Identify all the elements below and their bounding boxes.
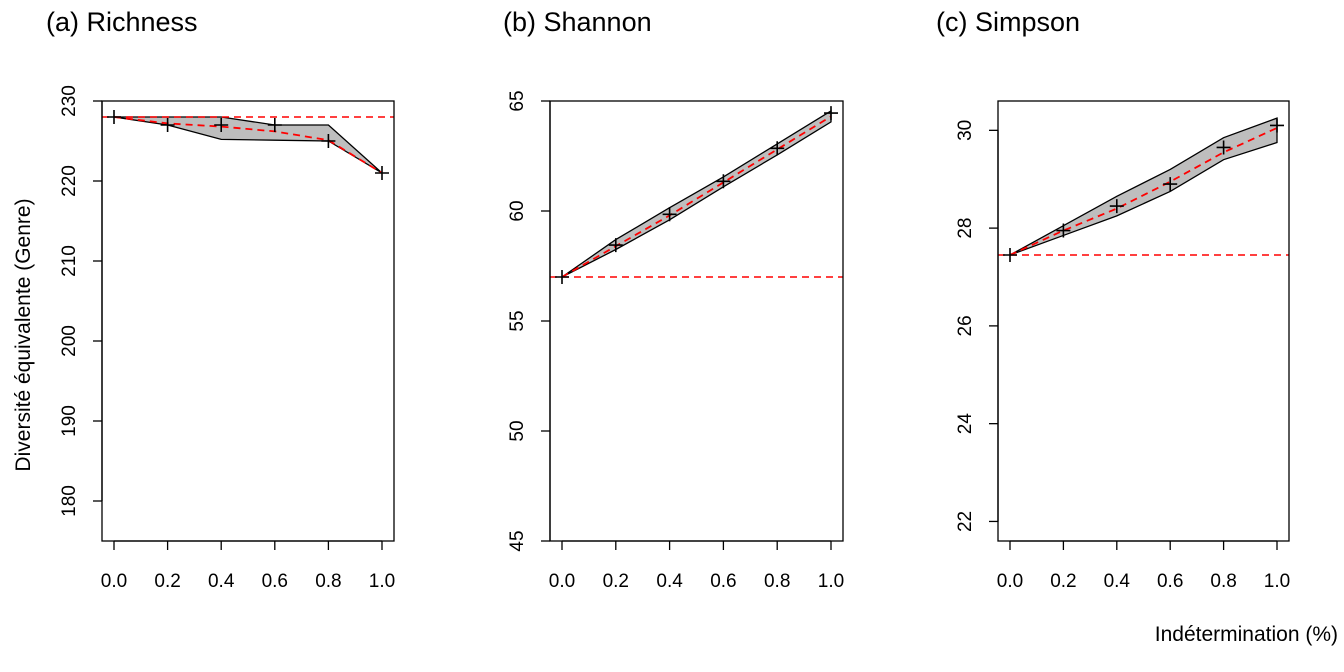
x-tick-label: 0.6 (262, 571, 288, 592)
y-tick-label: 55 (507, 310, 528, 331)
panel-richness: (a) Richness 0.0 0.2 0.4 0.6 0.8 1.0 180 190 200… (46, 7, 395, 592)
point-marker (1109, 199, 1124, 214)
point-marker (321, 134, 336, 148)
x-tick-label: 0.0 (549, 571, 575, 592)
panel-title-simpson: (c) Simpson (936, 7, 1080, 37)
x-tick-label: 0.8 (1210, 571, 1236, 592)
point-marker (1056, 223, 1071, 238)
point-marker (1003, 248, 1017, 262)
y-tick-label: 180 (59, 485, 80, 517)
y-tick-label: 210 (59, 245, 80, 277)
point-marker (770, 141, 785, 156)
x-tick-label: 0.4 (1104, 571, 1131, 592)
point-marker (267, 118, 282, 132)
x-tick-label: 0.6 (710, 571, 736, 592)
y-tick-label: 230 (59, 85, 80, 117)
panel-simpson: (c) Simpson 0.0 0.2 0.4 0.6 0.8 1.0 22 24 26 28 30 (936, 7, 1290, 592)
point-marker (1270, 118, 1284, 133)
x-tick-label: 1.0 (818, 571, 844, 592)
y-tick-label: 65 (507, 90, 528, 111)
mean-line (113, 116, 383, 174)
x-tick-label: 0.4 (656, 571, 683, 592)
y-tick-label: 24 (955, 413, 976, 435)
y-axis-label: Diversité équivalente (Genre) (12, 198, 35, 471)
point-marker (1163, 177, 1178, 192)
x-tick-label: 0.4 (208, 571, 235, 592)
y-tick-label: 26 (955, 315, 976, 336)
y-tick-label: 28 (955, 218, 976, 239)
x-tick-label: 0.2 (1050, 571, 1076, 592)
panel-shannon: (b) Shannon 0.0 0.2 0.4 0.6 0.8 1.0 45 50 55 60 65 (503, 7, 844, 592)
x-tick-label: 0.6 (1157, 571, 1183, 592)
point-marker (1216, 140, 1231, 155)
y-tick-label: 220 (59, 165, 80, 197)
x-tick-label: 0.2 (154, 571, 180, 592)
confidence-band (561, 109, 832, 278)
x-axis-label: Indétermination (%) (1155, 623, 1338, 646)
confidence-band (1009, 117, 1278, 256)
point-marker (662, 207, 677, 222)
y-tick-label: 190 (59, 405, 80, 437)
x-tick-label: 0.8 (764, 571, 790, 592)
plot-frame (101, 100, 395, 542)
x-tick-label: 0.2 (603, 571, 629, 592)
panel-title-shannon: (b) Shannon (503, 7, 652, 37)
x-tick-label: 0.0 (997, 571, 1023, 592)
y-tick-label: 22 (955, 511, 976, 532)
point-marker (375, 166, 389, 180)
y-tick-label: 200 (59, 325, 80, 357)
point-marker (160, 118, 175, 132)
y-tick-label: 30 (955, 120, 976, 141)
confidence-band (113, 116, 383, 174)
plot-frame (997, 100, 1290, 542)
x-tick-label: 1.0 (369, 571, 395, 592)
point-marker (214, 118, 229, 132)
point-marker (824, 106, 838, 121)
point-marker (716, 174, 731, 189)
point-marker (107, 110, 121, 124)
point-marker (555, 270, 569, 284)
mean-line (1009, 127, 1278, 256)
y-tick-label: 60 (507, 200, 528, 221)
x-tick-label: 0.0 (101, 571, 127, 592)
point-marker (608, 238, 623, 253)
x-tick-label: 1.0 (1264, 571, 1290, 592)
plot-frame (549, 100, 844, 542)
y-tick-label: 50 (507, 420, 528, 441)
panel-title-richness: (a) Richness (46, 7, 198, 37)
y-tick-label: 45 (507, 530, 528, 551)
x-tick-label: 0.8 (315, 571, 341, 592)
mean-line (561, 115, 832, 278)
